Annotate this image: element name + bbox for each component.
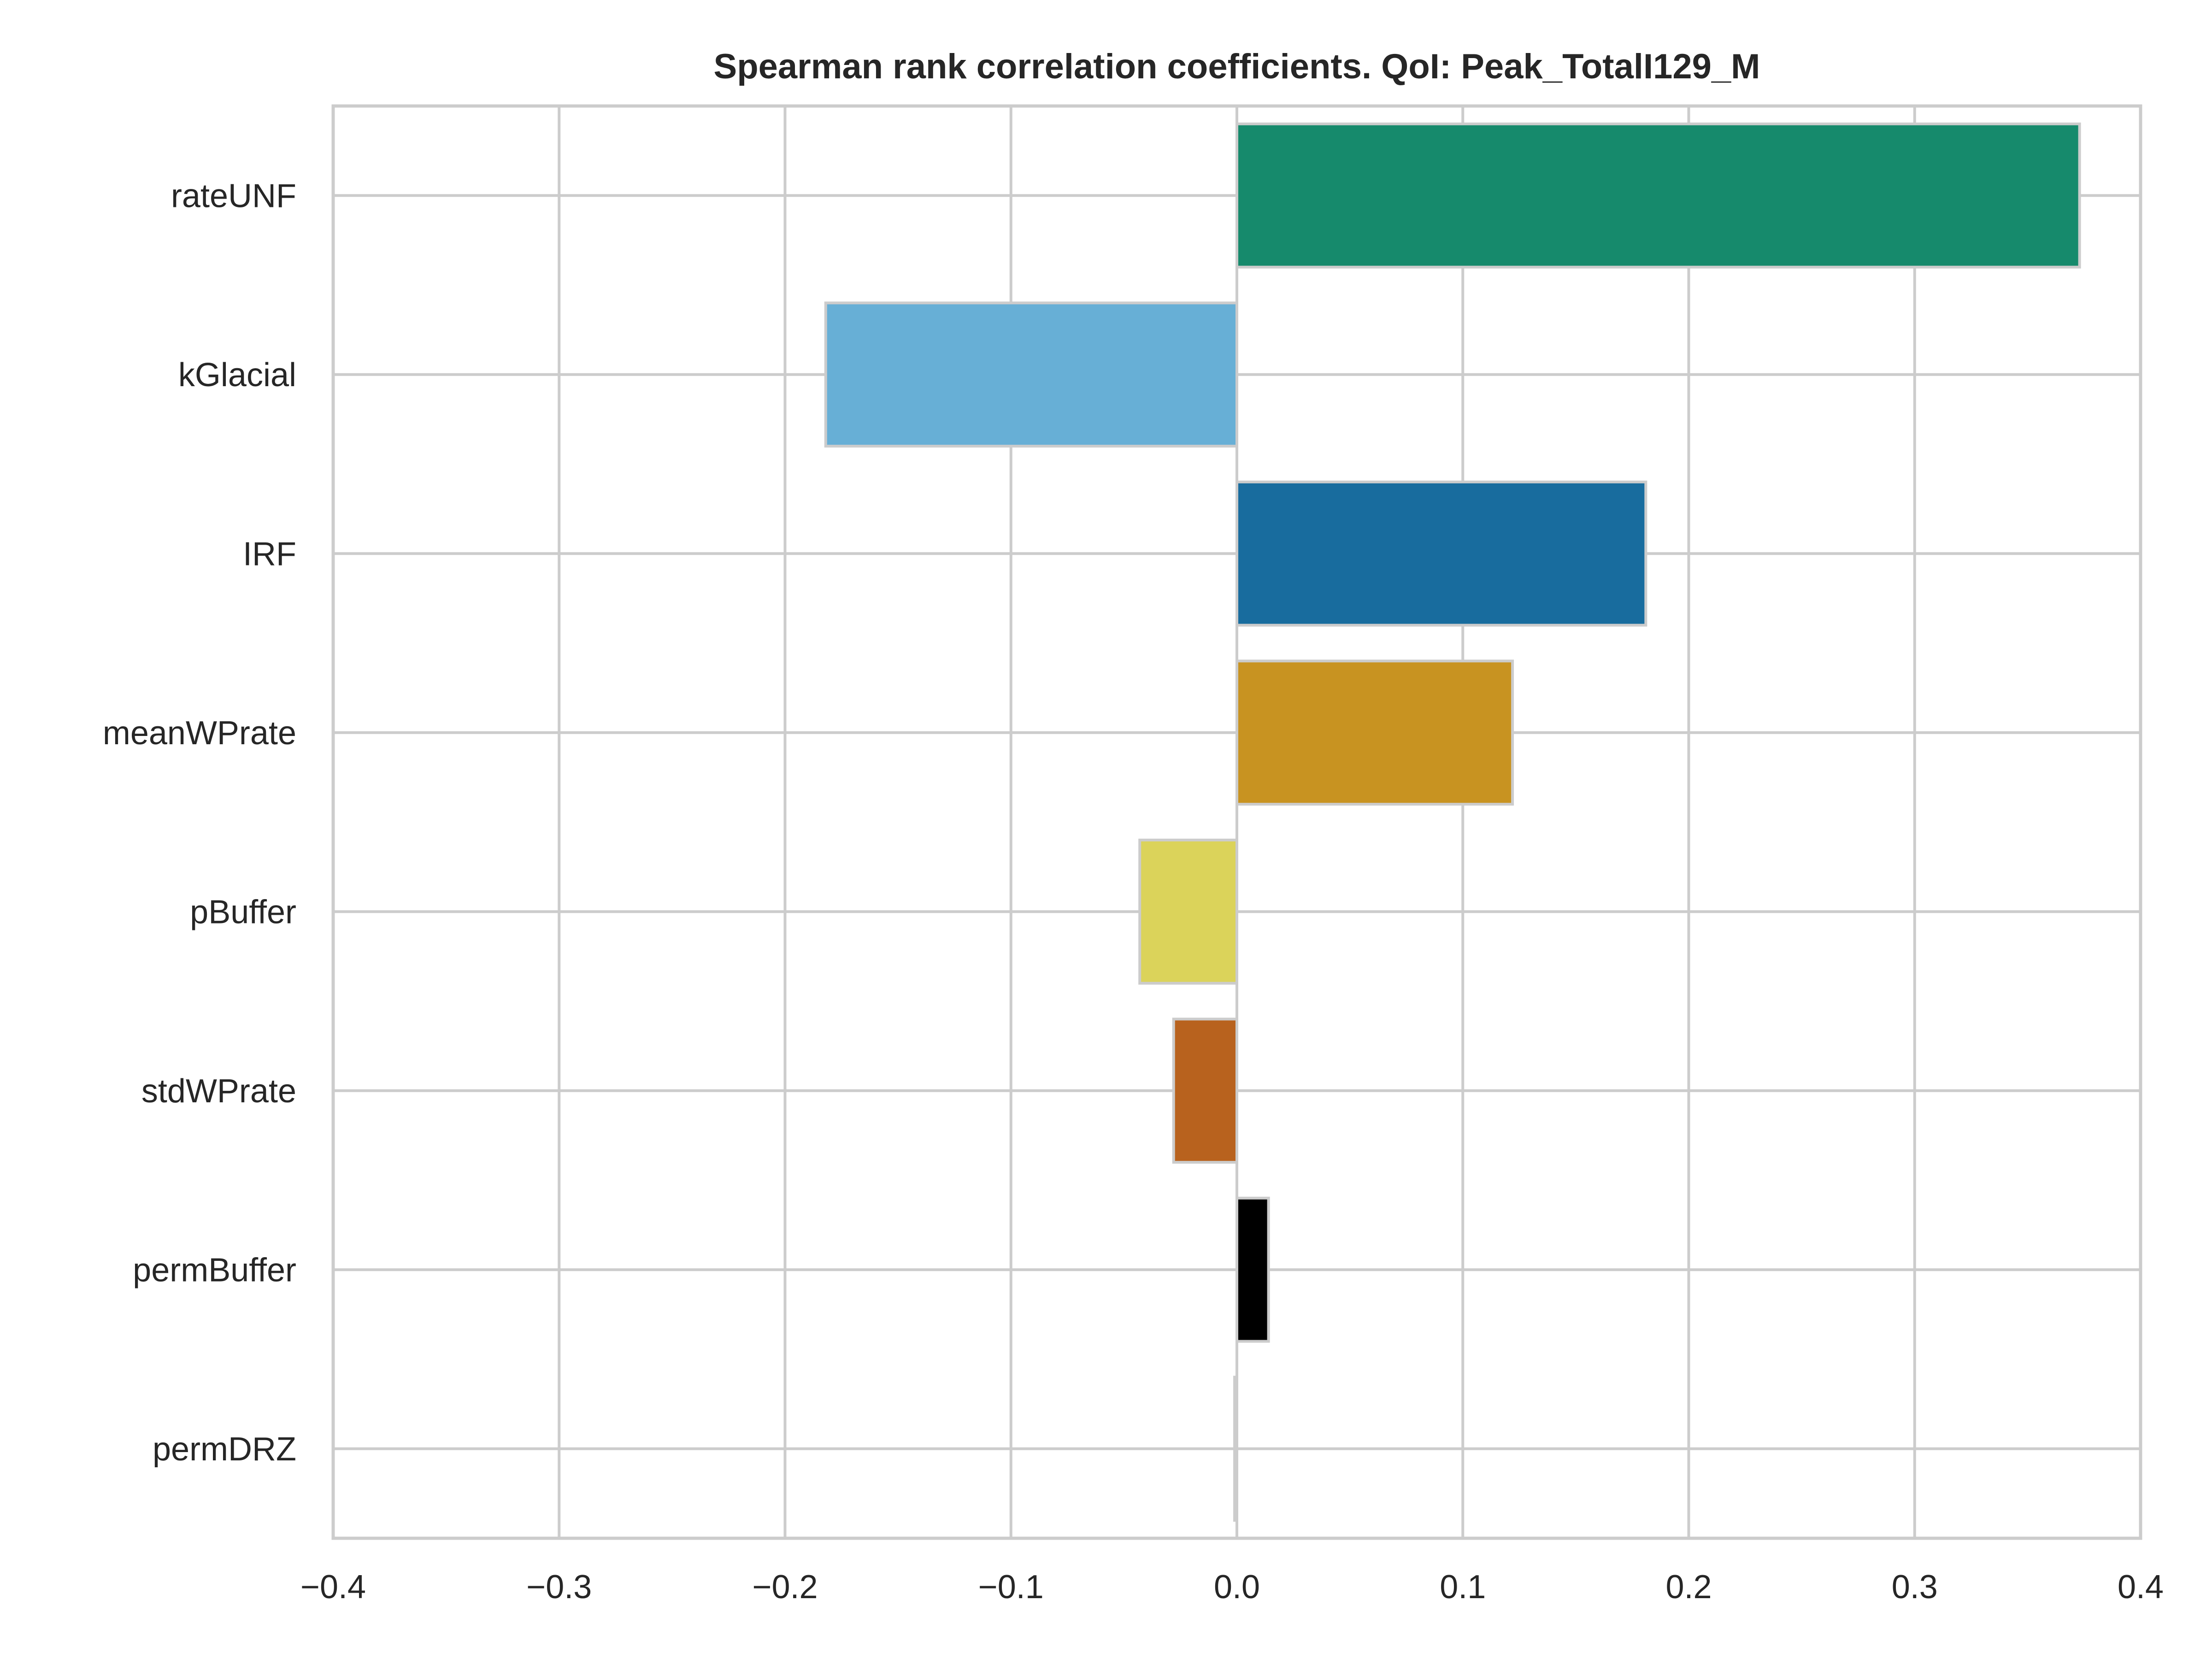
y-tick-labels: rateUNF kGlacial IRF meanWPrate pBuffer stdWP… bbox=[103, 177, 296, 1468]
x-tick-label: −0.1 bbox=[978, 1569, 1044, 1606]
bar-rateUNF bbox=[1235, 122, 2081, 269]
y-tick-label: stdWPrate bbox=[141, 1073, 296, 1110]
y-tick-label: permDRZ bbox=[153, 1431, 296, 1468]
x-tick-label: 0.4 bbox=[2118, 1569, 2164, 1606]
x-tick-label: −0.2 bbox=[752, 1569, 818, 1606]
bar-meanWPrate bbox=[1235, 659, 1514, 806]
y-tick-label: kGlacial bbox=[178, 357, 296, 394]
x-tick-label: 0.2 bbox=[1665, 1569, 1712, 1606]
x-tick-label: 0.0 bbox=[1214, 1569, 1260, 1606]
bar-pBuffer bbox=[1138, 838, 1238, 985]
chart-title: Spearman rank correlation coefficients. … bbox=[714, 47, 1760, 86]
y-tick-label: pBuffer bbox=[190, 894, 296, 930]
x-tick-labels: −0.4 −0.3 −0.2 −0.1 0.0 0.1 0.2 0.3 0.4 bbox=[300, 1569, 2164, 1606]
bar-permBuffer bbox=[1235, 1196, 1270, 1343]
y-tick-label: permBuffer bbox=[133, 1252, 296, 1288]
x-tick-label: −0.3 bbox=[526, 1569, 592, 1606]
plot-frame bbox=[331, 104, 2142, 1540]
bar-IRF bbox=[1235, 480, 1647, 627]
x-tick-label: 0.1 bbox=[1440, 1569, 1486, 1606]
y-tick-label: IRF bbox=[243, 535, 296, 572]
bar-stdWPrate bbox=[1172, 1018, 1238, 1164]
y-tick-label: meanWPrate bbox=[103, 715, 296, 752]
y-tick-label: rateUNF bbox=[171, 177, 296, 214]
x-tick-label: 0.3 bbox=[1892, 1569, 1938, 1606]
bars bbox=[824, 122, 2081, 1522]
bar-permDRZ bbox=[1233, 1376, 1238, 1522]
x-tick-label: −0.4 bbox=[300, 1569, 366, 1606]
bar-kGlacial bbox=[824, 301, 1238, 448]
